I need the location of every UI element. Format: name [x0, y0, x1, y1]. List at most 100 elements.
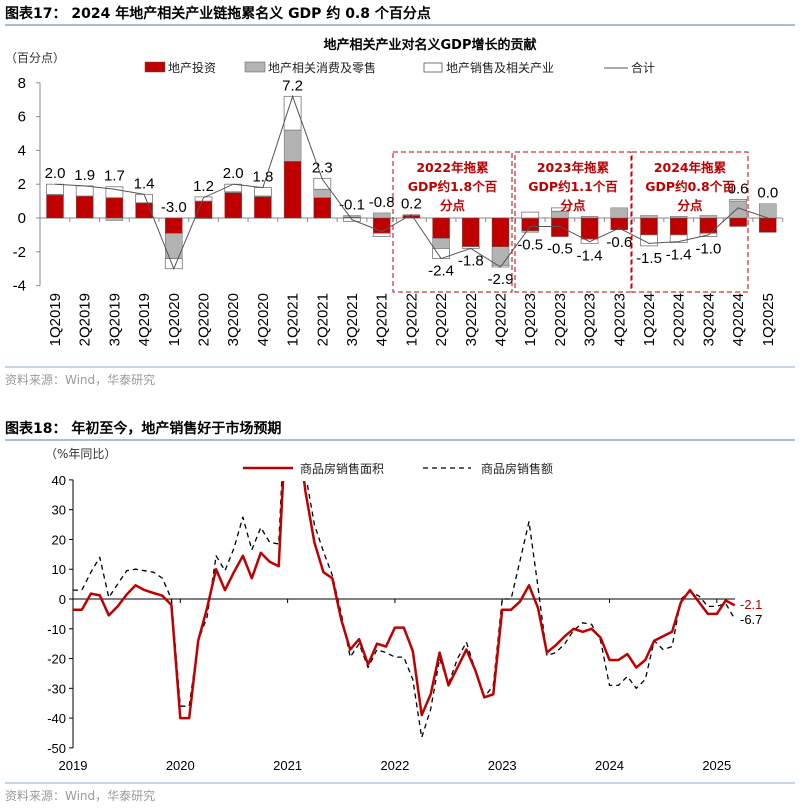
x-tick-label: 2Q2020 — [196, 293, 213, 346]
chart2-unit: （%年同比） — [45, 447, 116, 461]
legend-label-consumption: 地产相关消费及零售 — [268, 60, 376, 75]
chart1-unit: （百分点） — [5, 51, 65, 65]
figure18-title: 图表18： 年初至今，地产销售好于市场预期 — [5, 420, 281, 437]
bar-investment — [580, 217, 599, 240]
chart2-series-group — [73, 481, 736, 739]
data-label-total: 2.3 — [312, 159, 333, 176]
bar-investment — [194, 200, 213, 219]
annotation-text: 2022年拖累 — [416, 160, 489, 175]
annotation-text: GDP约1.8个百 — [408, 179, 497, 194]
line-sales-area — [73, 481, 736, 720]
bar-consumption — [699, 215, 718, 219]
bar-investment — [670, 217, 688, 236]
x-tick-label: 4Q2022 — [493, 293, 510, 346]
legend-label-area: 商品房销售面积 — [300, 461, 384, 476]
y-tick-label: -4 — [13, 278, 26, 295]
data-label-total: -0.5 — [517, 236, 543, 253]
annotation-text: GDP约0.8个百 — [645, 179, 734, 194]
bar-consumption — [343, 215, 361, 218]
end-label-area: -2.1 — [740, 597, 762, 612]
data-label-total: -2.9 — [488, 271, 514, 288]
data-label-total: 1.2 — [193, 178, 214, 195]
bar-sales — [253, 187, 272, 197]
data-label-total: -0.8 — [369, 194, 395, 211]
figure17-source: 资料来源：Wind，华泰研究 — [5, 372, 155, 387]
legend-swatch-investment — [144, 61, 166, 73]
data-label-total: -2.4 — [428, 263, 454, 280]
bar-sales — [640, 234, 658, 247]
y-tick-label: -20 — [47, 652, 66, 667]
annotation-text: 2023年拖累 — [537, 160, 610, 175]
x-tick-label: 4Q2023 — [611, 293, 628, 346]
y-tick-label: 0 — [18, 210, 26, 227]
x-tick-label: 1Q2022 — [403, 293, 420, 346]
data-label-total: -1.8 — [458, 252, 484, 269]
y-tick-label: -50 — [47, 741, 66, 756]
y-tick-label: 2 — [18, 176, 26, 193]
legend-swatch-consumption — [244, 61, 266, 73]
bar-investment — [432, 217, 450, 239]
data-label-total: 0.2 — [401, 196, 422, 213]
bar-consumption — [432, 238, 450, 249]
bar-consumption — [491, 246, 510, 266]
x-tick-label: 3Q2022 — [463, 293, 480, 346]
y-tick-label: 4 — [18, 142, 26, 159]
data-label-total: -3.0 — [161, 199, 187, 216]
x-tick-label: 2023 — [488, 758, 517, 773]
bar-investment — [373, 217, 391, 234]
bar-consumption — [580, 216, 599, 219]
legend-label-total: 合计 — [631, 60, 655, 75]
bar-sales — [669, 234, 688, 243]
bar-sales — [46, 183, 64, 195]
x-tick-label: 2024 — [595, 758, 624, 773]
data-label-total: 2.0 — [223, 165, 244, 182]
x-tick-label: 2Q2019 — [77, 293, 94, 346]
data-label-total: 0.6 — [728, 180, 749, 197]
x-tick-label: 4Q2021 — [374, 293, 391, 346]
chart2-legend: 商品房销售面积 商品房销售额 — [243, 461, 553, 476]
data-label-total: -1.0 — [695, 241, 721, 258]
data-label-total: -1.4 — [666, 247, 692, 264]
y-tick-label: 10 — [52, 562, 66, 577]
bar-sales — [729, 199, 747, 202]
x-tick-label: 1Q2021 — [285, 293, 302, 346]
legend-label-investment: 地产投资 — [168, 60, 216, 75]
data-label-total: -0.1 — [339, 196, 365, 213]
bar-investment — [640, 217, 658, 236]
x-tick-label: 2020 — [166, 758, 195, 773]
y-tick-label: 0 — [59, 592, 66, 607]
chart1-plot: 8 6 4 2 0 -2 -4 2.0 1Q2019 1.9 2Q2019 1.7 3Q2019 1.4 4… — [13, 75, 784, 346]
data-label-total: -1.5 — [636, 250, 662, 267]
y-tick-label: 40 — [52, 473, 66, 488]
annotation-text: 分点 — [677, 198, 703, 213]
figure17-title: 图表17： 2024 年地产相关产业链拖累名义 GDP 约 0.8 个百分点 — [5, 5, 431, 22]
bar-investment — [254, 196, 272, 219]
x-tick-label: 2Q2022 — [433, 293, 450, 346]
bar-sales — [551, 207, 569, 212]
data-label-total: 1.4 — [134, 175, 155, 192]
bar-investment — [699, 217, 718, 234]
data-label-total: 1.8 — [252, 169, 273, 186]
y-tick-label: -30 — [47, 681, 66, 696]
bar-investment — [759, 217, 777, 233]
data-label-total: 7.2 — [282, 77, 303, 94]
x-tick-label: 3Q2021 — [344, 293, 361, 346]
x-tick-label: 2021 — [273, 758, 302, 773]
bar-investment — [729, 217, 747, 227]
chart1-legend: 地产投资 地产相关消费及零售 地产销售及相关产业 合计 — [144, 60, 655, 75]
data-label-total: 1.7 — [104, 168, 125, 185]
x-tick-label: 2025 — [702, 758, 731, 773]
bar-consumption — [670, 216, 688, 219]
bar-investment — [462, 217, 480, 247]
line-sales-amount — [73, 481, 736, 739]
x-tick-label: 2Q2023 — [552, 293, 569, 346]
chart1-title: 地产相关产业对名义GDP增长的贡献 — [324, 37, 537, 53]
data-label-total: 0.0 — [757, 185, 778, 202]
bar-consumption — [283, 129, 302, 162]
x-tick-label: 3Q2019 — [106, 293, 123, 346]
legend-label-amount: 商品房销售额 — [481, 461, 553, 476]
legend-label-sales: 地产销售及相关产业 — [446, 60, 554, 75]
x-tick-label: 1Q2024 — [641, 293, 658, 346]
x-tick-label: 3Q2023 — [582, 293, 599, 346]
